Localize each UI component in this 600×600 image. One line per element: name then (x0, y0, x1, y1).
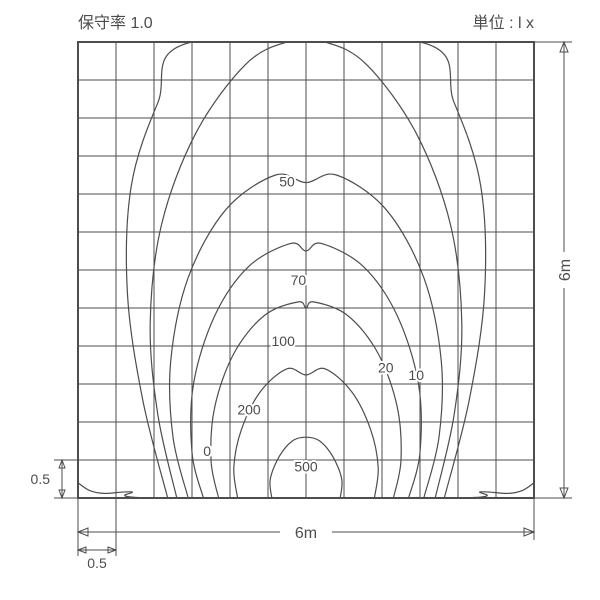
x-axis-label: 6m (295, 525, 317, 542)
isolux-diagram: 保守率 1.0 単位 : l x 50050020020010010070705… (0, 0, 600, 600)
iso-label-50: 50 (279, 173, 295, 189)
iso-label-20: 20 (378, 360, 394, 376)
small-x-label: 0.5 (87, 555, 107, 571)
grid (78, 42, 534, 498)
iso-label-70: 70 (291, 272, 307, 288)
isolux-labels: 500500200200100100707050502020101000 (203, 173, 424, 474)
small-y-label: 0.5 (31, 471, 51, 487)
iso-label-500: 500 (294, 458, 318, 474)
y-axis-label: 6m (557, 259, 574, 281)
dimensions: 6m 6m 0.5 0.5 (31, 42, 574, 571)
iso-label-10: 10 (408, 367, 424, 383)
iso-label-100: 100 (272, 333, 296, 349)
title-left: 保守率 1.0 (78, 14, 153, 32)
title-right: 単位 : l x (473, 14, 534, 32)
iso-label-0: 0 (203, 443, 211, 459)
iso-label-200: 200 (237, 401, 261, 417)
